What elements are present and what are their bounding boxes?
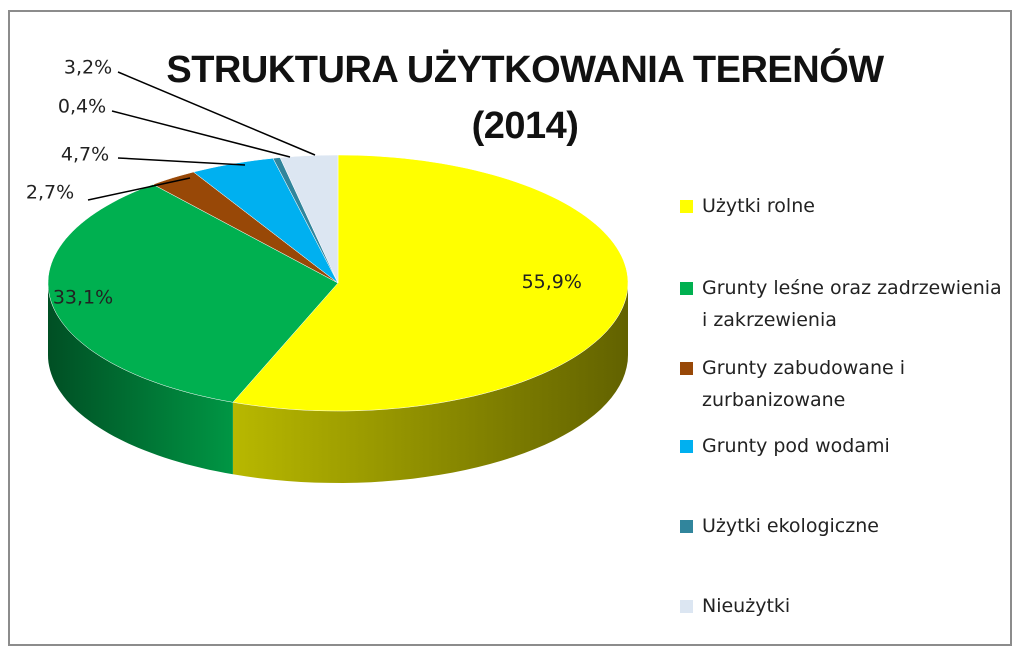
legend-item: Użytki ekologiczne [680,510,1010,542]
legend-item: Nieużytki [680,590,1010,622]
slice [279,154,339,284]
leader-line [117,71,316,156]
data-label: 2,7% [26,182,74,204]
data-label: 0,4% [58,96,106,118]
leader-line [87,177,191,201]
legend-swatch [680,200,693,213]
slice [232,154,629,412]
data-label: 55,9% [522,271,582,293]
data-label: 3,2% [64,57,112,79]
legend-swatch [680,520,693,533]
leader-line [111,110,291,158]
legend-label: Grunty zabudowane i zurbanizowane [702,357,905,411]
legend-label: Grunty leśne oraz zadrzewienia i zakrzew… [702,277,1002,331]
legend-label: Użytki ekologiczne [702,515,879,537]
slice-side [48,283,233,475]
slice-side [232,283,628,483]
legend-item: Grunty pod wodami [680,430,1010,462]
legend-item: Użytki rolne [680,190,1010,222]
chart-title: STRUKTURA UŻYTKOWANIA TERENÓW (2014) [166,49,884,147]
legend-item: Grunty zabudowane i zurbanizowane [680,352,1010,416]
legend-label: Nieużytki [702,595,791,617]
legend-swatch [680,282,693,295]
legend-swatch [680,362,693,375]
legend-label: Grunty pod wodami [702,435,890,457]
chart-frame [8,10,1012,646]
data-label: 4,7% [61,144,109,166]
slice [47,184,339,403]
legend-item: Grunty leśne oraz zadrzewienia i zakrzew… [680,272,1010,336]
legend-swatch [680,600,693,613]
slice [152,171,339,284]
legend-swatch [680,440,693,453]
data-label: 33,1% [53,287,113,309]
legend-label: Użytki rolne [702,195,815,217]
leader-line [117,157,246,166]
